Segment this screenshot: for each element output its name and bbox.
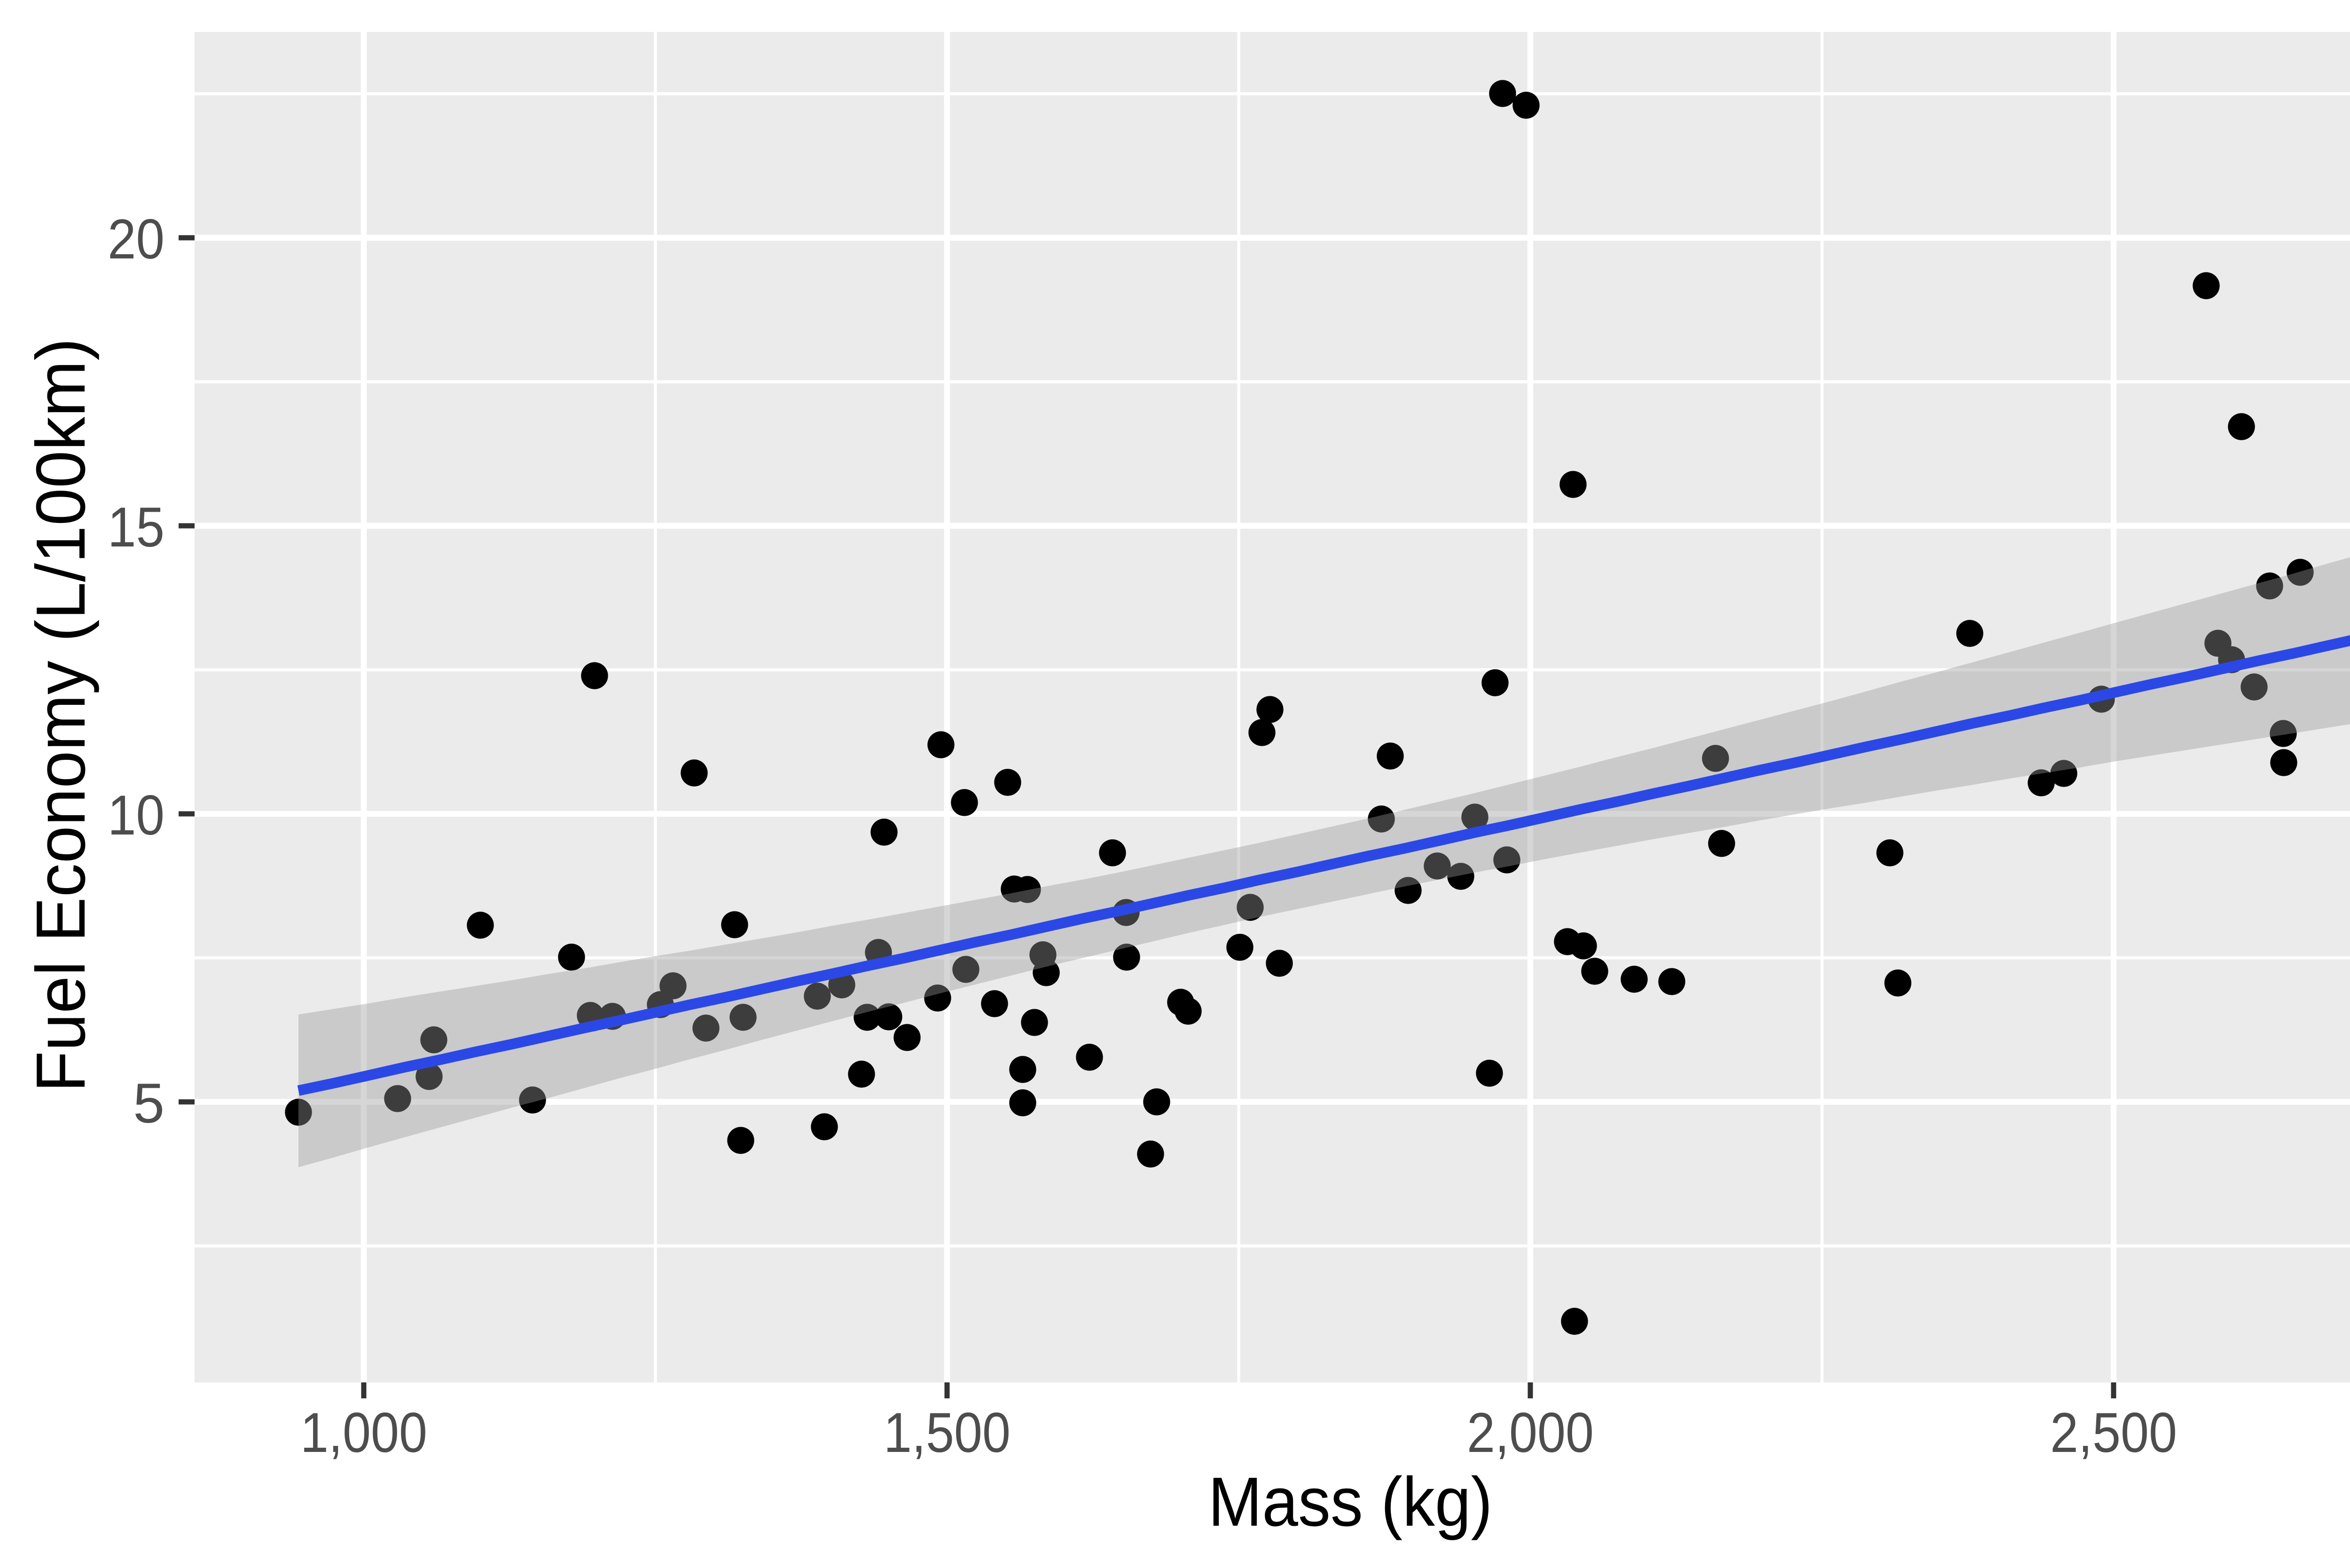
svg-text:Fuel Economy (L/100km): Fuel Economy (L/100km) (22, 338, 100, 1092)
svg-text:2,500: 2,500 (2050, 1401, 2177, 1464)
svg-text:20: 20 (108, 208, 164, 271)
svg-text:5: 5 (133, 1072, 164, 1135)
svg-text:2,000: 2,000 (1467, 1401, 1594, 1464)
svg-text:10: 10 (108, 784, 164, 847)
svg-text:Mass (kg): Mass (kg) (1208, 1463, 1493, 1541)
svg-text:1,000: 1,000 (300, 1401, 427, 1464)
svg-text:1,500: 1,500 (884, 1401, 1010, 1464)
svg-text:15: 15 (108, 496, 164, 559)
